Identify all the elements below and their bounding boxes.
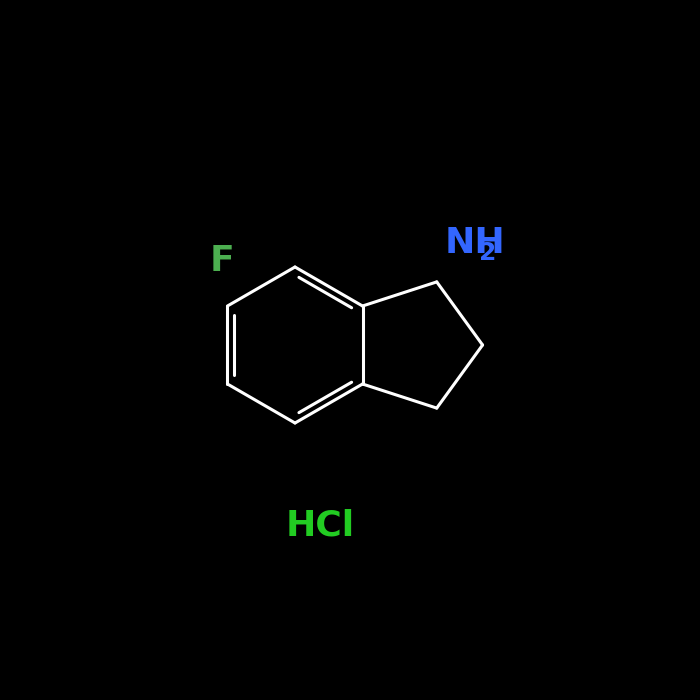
Text: 2: 2 — [479, 241, 496, 265]
Text: F: F — [210, 244, 235, 278]
Text: NH: NH — [444, 226, 505, 260]
Text: HCl: HCl — [286, 508, 355, 542]
